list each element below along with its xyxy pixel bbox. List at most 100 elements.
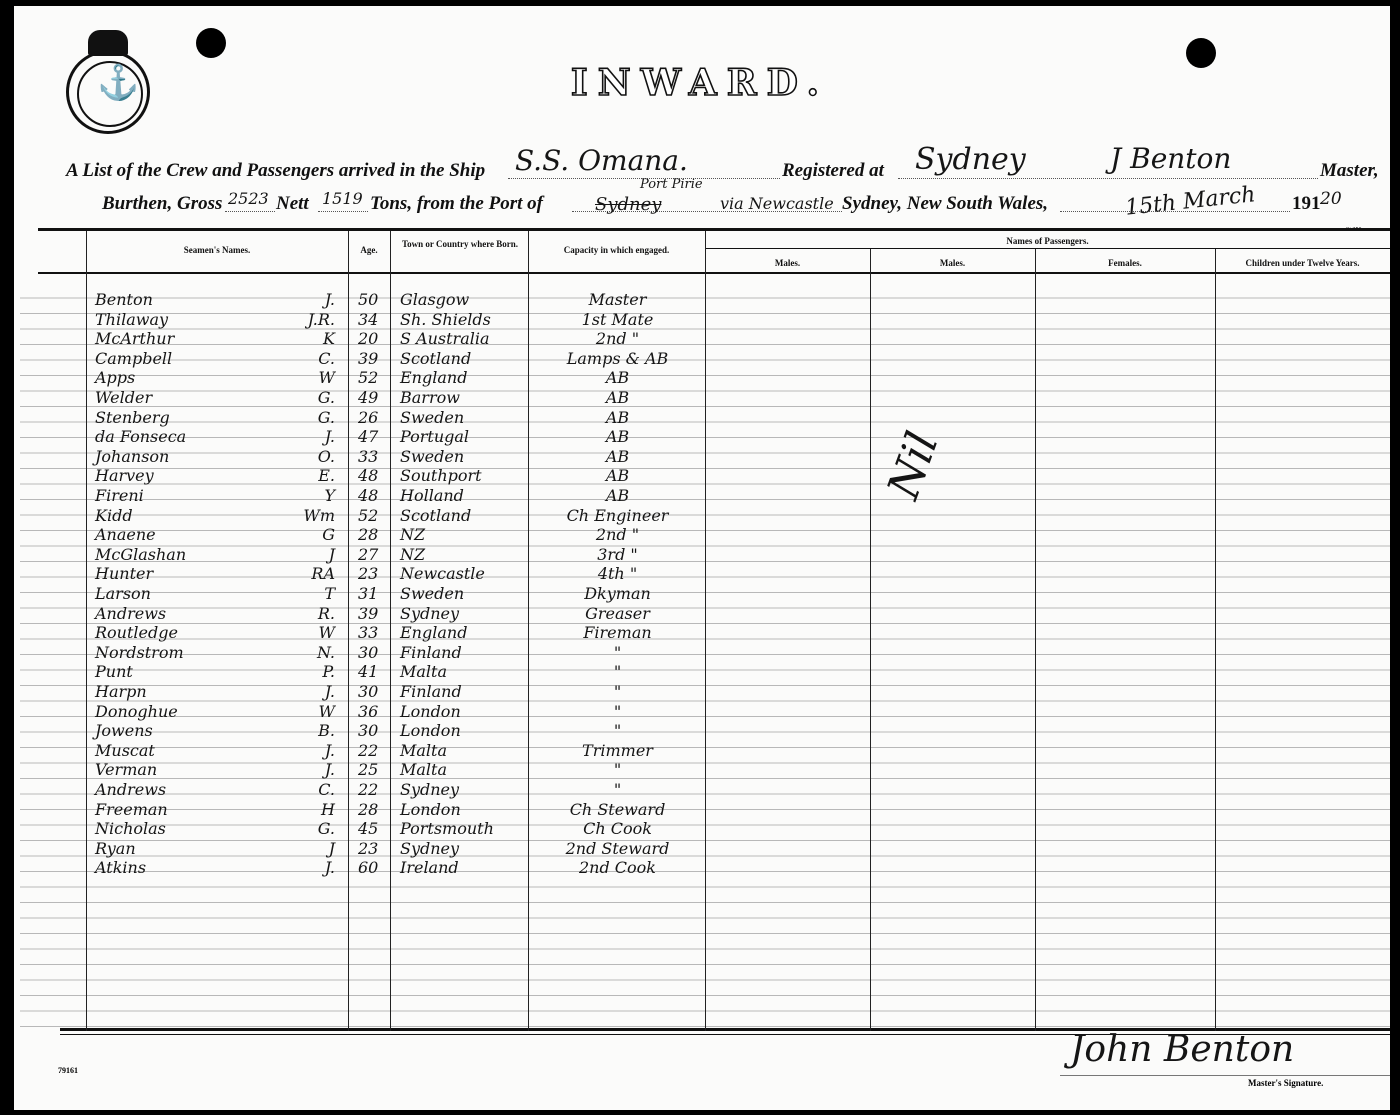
nett-tons: 1519 xyxy=(322,189,363,208)
crew-born: Glasgow xyxy=(400,290,470,309)
crew-initial: G. xyxy=(317,407,335,427)
col-header-passengers: Names of Passengers. xyxy=(1006,236,1089,246)
crew-age: 25 xyxy=(358,760,379,780)
crew-initial: Y xyxy=(324,486,335,505)
crew-row: Anaene G 28 NZ 2nd " xyxy=(0,525,700,545)
crew-capacity: " xyxy=(613,682,622,701)
crew-born: Sweden xyxy=(400,584,465,603)
crew-initial: G. xyxy=(317,819,335,839)
col-header-females: Females. xyxy=(1108,258,1142,268)
year-suffix: 20 xyxy=(1320,189,1342,209)
crew-age: 31 xyxy=(358,584,379,603)
col-header-children: Children under Twelve Years. xyxy=(1245,258,1360,268)
crew-row: Kidd Wm 52 Scotland Ch Engineer xyxy=(0,506,700,526)
crew-capacity: AB xyxy=(605,427,630,447)
crew-name: Atkins xyxy=(95,858,147,878)
crew-initial: J xyxy=(328,544,335,564)
crew-name: Thilaway xyxy=(95,309,169,329)
crew-row: Thilaway J.R. 34 Sh. Shields 1st Mate xyxy=(0,310,700,330)
crew-born: Malta xyxy=(400,662,448,682)
crew-initial: H xyxy=(321,799,335,819)
crew-name: Harvey xyxy=(95,466,154,486)
crew-initial: RA xyxy=(311,564,335,584)
crew-born: Southport xyxy=(400,466,482,486)
crew-born: Malta xyxy=(400,740,448,760)
ship-name: S.S. Omana. xyxy=(515,144,688,177)
crew-age: 49 xyxy=(358,388,379,407)
crew-row: Freeman H 28 London Ch Steward xyxy=(0,800,700,820)
crew-initial: J.R. xyxy=(307,309,335,329)
crew-initial: C. xyxy=(318,780,335,799)
crew-name: Johanson xyxy=(95,446,170,466)
crew-age: 50 xyxy=(358,290,379,309)
crew-row: McArthur K 20 S Australia 2nd " xyxy=(0,329,700,349)
crew-capacity: AB xyxy=(605,407,630,427)
crew-initial: T xyxy=(324,584,335,603)
crew-row: Routledge W 33 England Fireman xyxy=(0,623,700,643)
crew-row: McGlashan J 27 NZ 3rd " xyxy=(0,545,700,565)
crew-name: Ryan xyxy=(95,838,136,858)
crew-born: Sh. Shields xyxy=(400,309,491,329)
crew-initial: P. xyxy=(322,662,335,682)
crew-initial: N. xyxy=(316,642,335,662)
crew-capacity: " xyxy=(613,721,622,741)
crew-capacity: Ch Steward xyxy=(569,799,666,819)
crew-born: S Australia xyxy=(400,329,490,349)
crew-age: 39 xyxy=(358,348,379,368)
crew-name: Welder xyxy=(95,388,153,407)
crew-born: Sydney xyxy=(400,603,460,623)
crew-born: Scotland xyxy=(400,348,472,368)
crew-name: Donoghue xyxy=(95,701,178,721)
crew-initial: G xyxy=(322,525,335,545)
crew-born: England xyxy=(400,368,468,388)
via-port: via Newcastle xyxy=(720,194,834,213)
crew-initial: J. xyxy=(324,858,335,878)
crew-age: 23 xyxy=(358,838,379,858)
crew-name: Campbell xyxy=(95,348,173,368)
crew-born: Sweden xyxy=(400,446,465,466)
crew-age: 28 xyxy=(358,799,379,819)
crew-row: Apps W 52 England AB xyxy=(0,368,700,388)
crew-initial: K xyxy=(323,329,335,349)
burthen-label: Burthen, Gross xyxy=(102,193,223,214)
crew-born: Malta xyxy=(400,760,448,780)
crew-name: Larson xyxy=(95,584,151,603)
crew-name: Apps xyxy=(95,368,136,388)
crew-name: Anaene xyxy=(95,525,156,545)
crew-age: 52 xyxy=(358,368,379,388)
crew-born: NZ xyxy=(400,525,426,545)
crew-row: Campbell C. 39 Scotland Lamps & AB xyxy=(0,349,700,369)
col-header-names: Seamen's Names. xyxy=(183,245,251,255)
destination: Sydney, New South Wales, xyxy=(842,193,1049,214)
crew-name: Andrews xyxy=(95,603,167,623)
crew-row: Hunter RA 23 Newcastle 4th " xyxy=(0,564,700,584)
crew-born: Sweden xyxy=(400,407,465,427)
crew-born: London xyxy=(400,701,461,721)
crew-born: Scotland xyxy=(400,505,472,525)
crew-name: Kidd xyxy=(95,505,133,525)
crew-born: Portugal xyxy=(400,427,470,447)
crew-initial: J. xyxy=(324,740,335,760)
crew-name: Nordstrom xyxy=(95,642,184,662)
crew-name: Hunter xyxy=(95,564,154,584)
crew-name: Routledge xyxy=(95,623,178,643)
crew-name: Verman xyxy=(95,760,158,780)
crew-name: Fireni xyxy=(95,486,144,505)
port-struck: Sydney xyxy=(595,194,662,215)
tons-from-port-label: Tons, from the Port of xyxy=(370,193,543,214)
crew-name: Muscat xyxy=(95,740,155,760)
crew-capacity: Trimmer xyxy=(582,740,653,760)
crew-row: Andrews R. 39 Sydney Greaser xyxy=(0,604,700,624)
crew-row: Larson T 31 Sweden Dkyman xyxy=(0,584,700,604)
crew-age: 27 xyxy=(358,544,379,564)
crew-capacity: " xyxy=(613,760,622,780)
crew-age: 26 xyxy=(358,407,379,427)
crew-age: 36 xyxy=(358,701,379,721)
crew-age: 22 xyxy=(358,740,379,760)
crew-capacity: AB xyxy=(605,446,630,466)
crew-capacity: Lamps & AB xyxy=(566,348,669,368)
gross-tons: 2523 xyxy=(228,189,269,208)
crew-row: Ryan J 23 Sydney 2nd Steward xyxy=(0,839,700,859)
registered-port: Sydney xyxy=(915,142,1026,177)
crew-row: Johanson O. 33 Sweden AB xyxy=(0,447,700,467)
